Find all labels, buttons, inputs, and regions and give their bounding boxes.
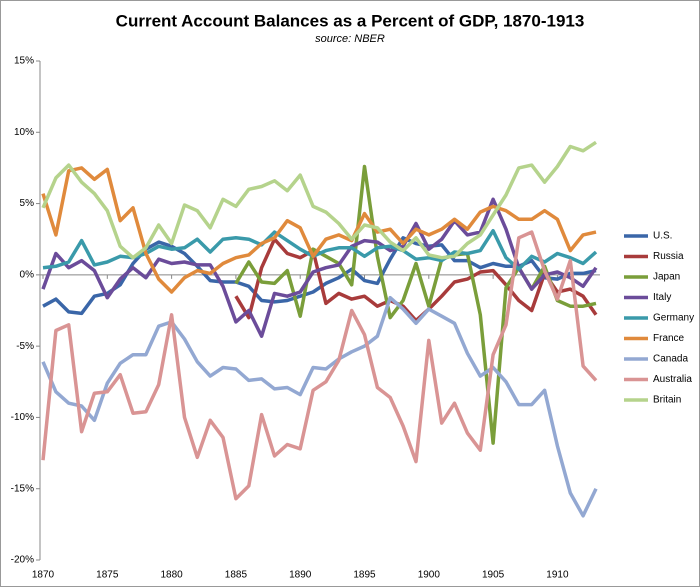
legend-label: Germany	[653, 313, 694, 324]
series-line	[41, 230, 598, 501]
chart-title: Current Account Balances as a Percent of…	[116, 11, 585, 30]
series-line	[41, 197, 598, 338]
series-line	[234, 164, 597, 445]
x-tick-label: 1895	[353, 570, 376, 581]
chart-subtitle: source: NBER	[315, 33, 385, 45]
y-tick-label: -20%	[11, 555, 34, 566]
y-tick-label: -5%	[16, 341, 34, 352]
legend-label: Italy	[653, 292, 671, 303]
x-tick-label: 1885	[225, 570, 248, 581]
legend-label: Britain	[653, 395, 681, 406]
series-line	[41, 140, 597, 260]
y-tick-label: 5%	[20, 198, 35, 209]
y-tick-label: 15%	[14, 56, 34, 67]
x-tick-label: 1910	[546, 570, 569, 581]
x-tick-label: 1880	[160, 570, 183, 581]
x-tick-label: 1905	[482, 570, 505, 581]
y-tick-label: 10%	[14, 127, 34, 138]
series-line	[234, 237, 598, 323]
y-tick-label: 0%	[20, 269, 35, 280]
x-tick-label: 1870	[32, 570, 55, 581]
legend-label: U.S.	[653, 231, 672, 242]
legend-label: Canada	[653, 354, 688, 365]
series-line	[41, 295, 598, 518]
legend-label: Australia	[653, 374, 692, 385]
legend-label: Japan	[653, 272, 680, 283]
legend-label: Russia	[653, 251, 684, 262]
x-tick-label: 1890	[289, 570, 312, 581]
y-tick-label: -10%	[11, 412, 34, 423]
x-tick-label: 1875	[96, 570, 119, 581]
series-line	[41, 166, 597, 294]
legend-label: France	[653, 333, 685, 344]
x-tick-label: 1900	[418, 570, 441, 581]
y-tick-label: -15%	[11, 483, 34, 494]
series-line	[42, 236, 597, 316]
